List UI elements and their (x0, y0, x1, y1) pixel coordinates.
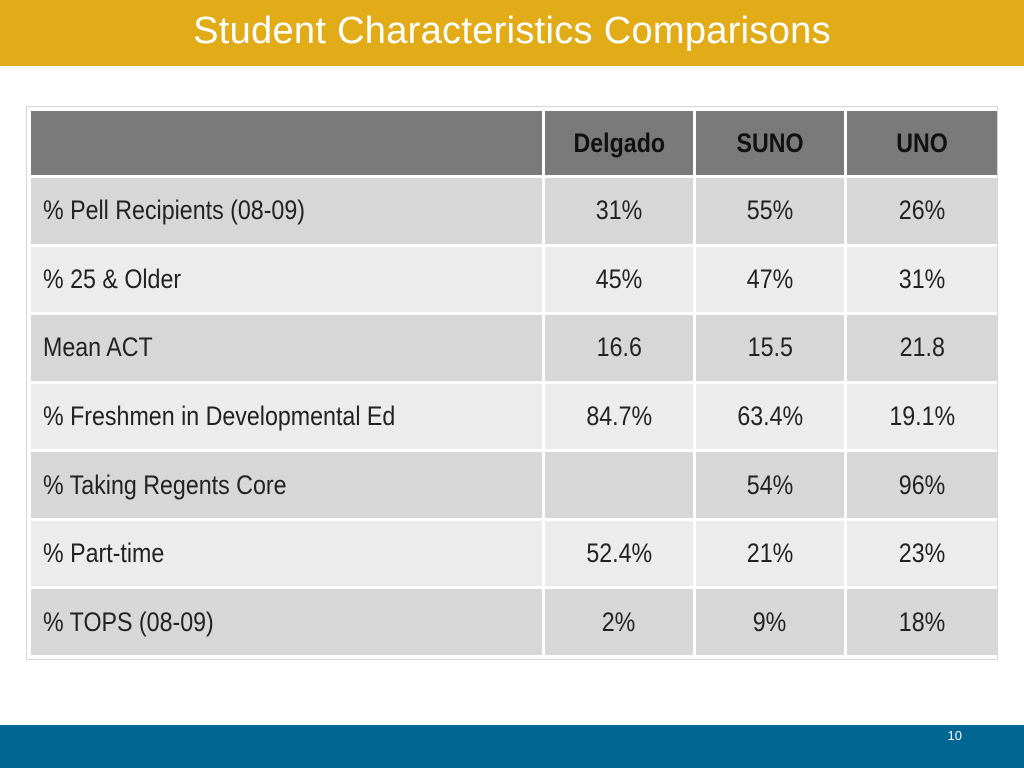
cell-suno: 47% (696, 246, 844, 313)
footer-bar: 10 (0, 725, 1024, 768)
row-label: % 25 & Older (31, 246, 542, 313)
cell-uno: 31% (847, 246, 997, 313)
cell-suno: 9% (696, 589, 844, 655)
table-row: Mean ACT 16.6 15.5 21.8 (31, 315, 997, 381)
row-label: Mean ACT (31, 315, 542, 381)
table-row: % 25 & Older 45% 47% 31% (31, 246, 997, 313)
cell-delgado: 84.7% (545, 383, 693, 450)
row-label: % Taking Regents Core (31, 452, 542, 518)
cell-suno: 55% (696, 178, 844, 244)
title-bar: Student Characteristics Comparisons (0, 0, 1024, 66)
table-row: % TOPS (08-09) 2% 9% 18% (31, 589, 997, 655)
header-cell-uno: UNO (847, 111, 997, 175)
cell-suno: 54% (696, 452, 844, 518)
cell-suno: 15.5 (696, 315, 844, 381)
cell-delgado (545, 452, 693, 518)
comparison-table-container: Delgado SUNO UNO % Pell Recipients (08-0… (26, 106, 998, 660)
row-label: % Pell Recipients (08-09) (31, 178, 542, 244)
row-label: % Part-time (31, 520, 542, 587)
cell-suno: 63.4% (696, 383, 844, 450)
table-header-row: Delgado SUNO UNO (31, 111, 997, 175)
cell-delgado: 45% (545, 246, 693, 313)
cell-delgado: 52.4% (545, 520, 693, 587)
cell-delgado: 31% (545, 178, 693, 244)
header-cell-blank (31, 111, 542, 175)
comparison-table: Delgado SUNO UNO % Pell Recipients (08-0… (28, 108, 1000, 658)
cell-uno: 19.1% (847, 383, 997, 450)
header-cell-delgado: Delgado (545, 111, 693, 175)
cell-uno: 18% (847, 589, 997, 655)
row-label: % TOPS (08-09) (31, 589, 542, 655)
table-row: % Pell Recipients (08-09) 31% 55% 26% (31, 178, 997, 244)
table-row: % Part-time 52.4% 21% 23% (31, 520, 997, 587)
page-number: 10 (947, 728, 962, 743)
cell-uno: 23% (847, 520, 997, 587)
table-row: % Freshmen in Developmental Ed 84.7% 63.… (31, 383, 997, 450)
cell-uno: 26% (847, 178, 997, 244)
cell-uno: 96% (847, 452, 997, 518)
table-row: % Taking Regents Core 54% 96% (31, 452, 997, 518)
row-label: % Freshmen in Developmental Ed (31, 383, 542, 450)
cell-suno: 21% (696, 520, 844, 587)
cell-delgado: 2% (545, 589, 693, 655)
cell-delgado: 16.6 (545, 315, 693, 381)
header-cell-suno: SUNO (696, 111, 844, 175)
cell-uno: 21.8 (847, 315, 997, 381)
slide-title: Student Characteristics Comparisons (193, 9, 831, 52)
